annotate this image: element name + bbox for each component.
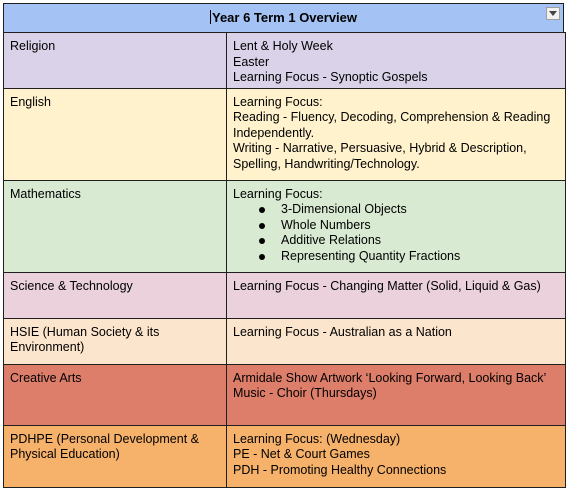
subject-label: Creative Arts (10, 370, 82, 385)
list-item: 3-Dimensional Objects (259, 202, 560, 218)
content-line: Learning Focus: (Wednesday) (233, 431, 401, 446)
content-line: Writing - Narrative, Persuasive, Hybrid … (233, 141, 531, 171)
subject-cell[interactable]: Religion (3, 32, 227, 89)
content-line: Learning Focus - Australian as a Nation (233, 324, 452, 339)
content-line: PDH - Promoting Healthy Connections (233, 462, 447, 477)
subject-label: PDHPE (Personal Development & Physical E… (10, 431, 199, 462)
content-cell[interactable]: Lent & Holy Week Easter Learning Focus -… (226, 32, 566, 89)
content-line: PE - Net & Court Games (233, 447, 370, 461)
table-row: Mathematics Learning Focus: 3-Dimensiona… (3, 179, 566, 273)
content-line: Learning Focus - Changing Matter (Solid,… (233, 278, 541, 293)
overview-grid: Religion Lent & Holy Week Easter Learnin… (3, 32, 566, 488)
subject-cell[interactable]: Science & Technology (3, 271, 227, 319)
column-dropdown-button[interactable] (546, 7, 560, 20)
content-line: Lent & Holy Week (233, 39, 333, 53)
table-row: HSIE (Human Society & its Environment) L… (3, 317, 566, 365)
list-item: Representing Quantity Fractions (259, 249, 560, 265)
content-line: Learning Focus: (233, 186, 323, 201)
content-line: Learning Focus - Synoptic Gospels (233, 70, 428, 84)
subject-label: Science & Technology (10, 278, 133, 293)
subject-label: Mathematics (10, 186, 81, 201)
learning-focus-list: 3-Dimensional Objects Whole Numbers Addi… (233, 202, 560, 264)
table-row: Creative Arts Armidale Show Artwork ‘Loo… (3, 363, 566, 426)
list-item: Additive Relations (259, 233, 560, 249)
subject-label: HSIE (Human Society & its Environment) (10, 324, 160, 355)
content-line: Music - Choir (Thursdays) (233, 386, 377, 400)
list-item: Whole Numbers (259, 218, 560, 234)
subject-cell[interactable]: PDHPE (Personal Development & Physical E… (3, 424, 227, 488)
table-row: Religion Lent & Holy Week Easter Learnin… (3, 32, 566, 89)
table-title: Year 6 Term 1 Overview (211, 10, 358, 25)
subject-cell[interactable]: Mathematics (3, 179, 227, 273)
text-cursor (209, 10, 211, 24)
subject-label: English (10, 94, 51, 109)
content-line: Learning Focus: (233, 94, 323, 109)
subject-cell[interactable]: Creative Arts (3, 363, 227, 426)
content-cell[interactable]: Armidale Show Artwork ‘Looking Forward, … (226, 363, 566, 426)
content-cell[interactable]: Learning Focus: (Wednesday) PE - Net & C… (226, 424, 566, 488)
subject-cell[interactable]: HSIE (Human Society & its Environment) (3, 317, 227, 365)
chevron-down-icon (549, 11, 557, 16)
table-row: PDHPE (Personal Development & Physical E… (3, 424, 566, 488)
content-cell[interactable]: Learning Focus: 3-Dimensional Objects Wh… (226, 179, 566, 273)
table-row: Science & Technology Learning Focus - Ch… (3, 271, 566, 319)
content-line: Easter (233, 54, 270, 69)
table-row: English Learning Focus: Reading - Fluenc… (3, 87, 566, 181)
table-header[interactable]: Year 6 Term 1 Overview (3, 3, 564, 32)
term-overview-table: Year 6 Term 1 Overview Religion Lent & H… (3, 3, 566, 488)
subject-cell[interactable]: English (3, 87, 227, 181)
content-line: Armidale Show Artwork ‘Looking Forward, … (233, 370, 547, 385)
content-line: Reading - Fluency, Decoding, Comprehensi… (233, 110, 554, 140)
content-cell[interactable]: Learning Focus - Australian as a Nation (226, 317, 566, 365)
content-cell[interactable]: Learning Focus: Reading - Fluency, Decod… (226, 87, 566, 181)
content-cell[interactable]: Learning Focus - Changing Matter (Solid,… (226, 271, 566, 319)
subject-label: Religion (10, 39, 56, 53)
